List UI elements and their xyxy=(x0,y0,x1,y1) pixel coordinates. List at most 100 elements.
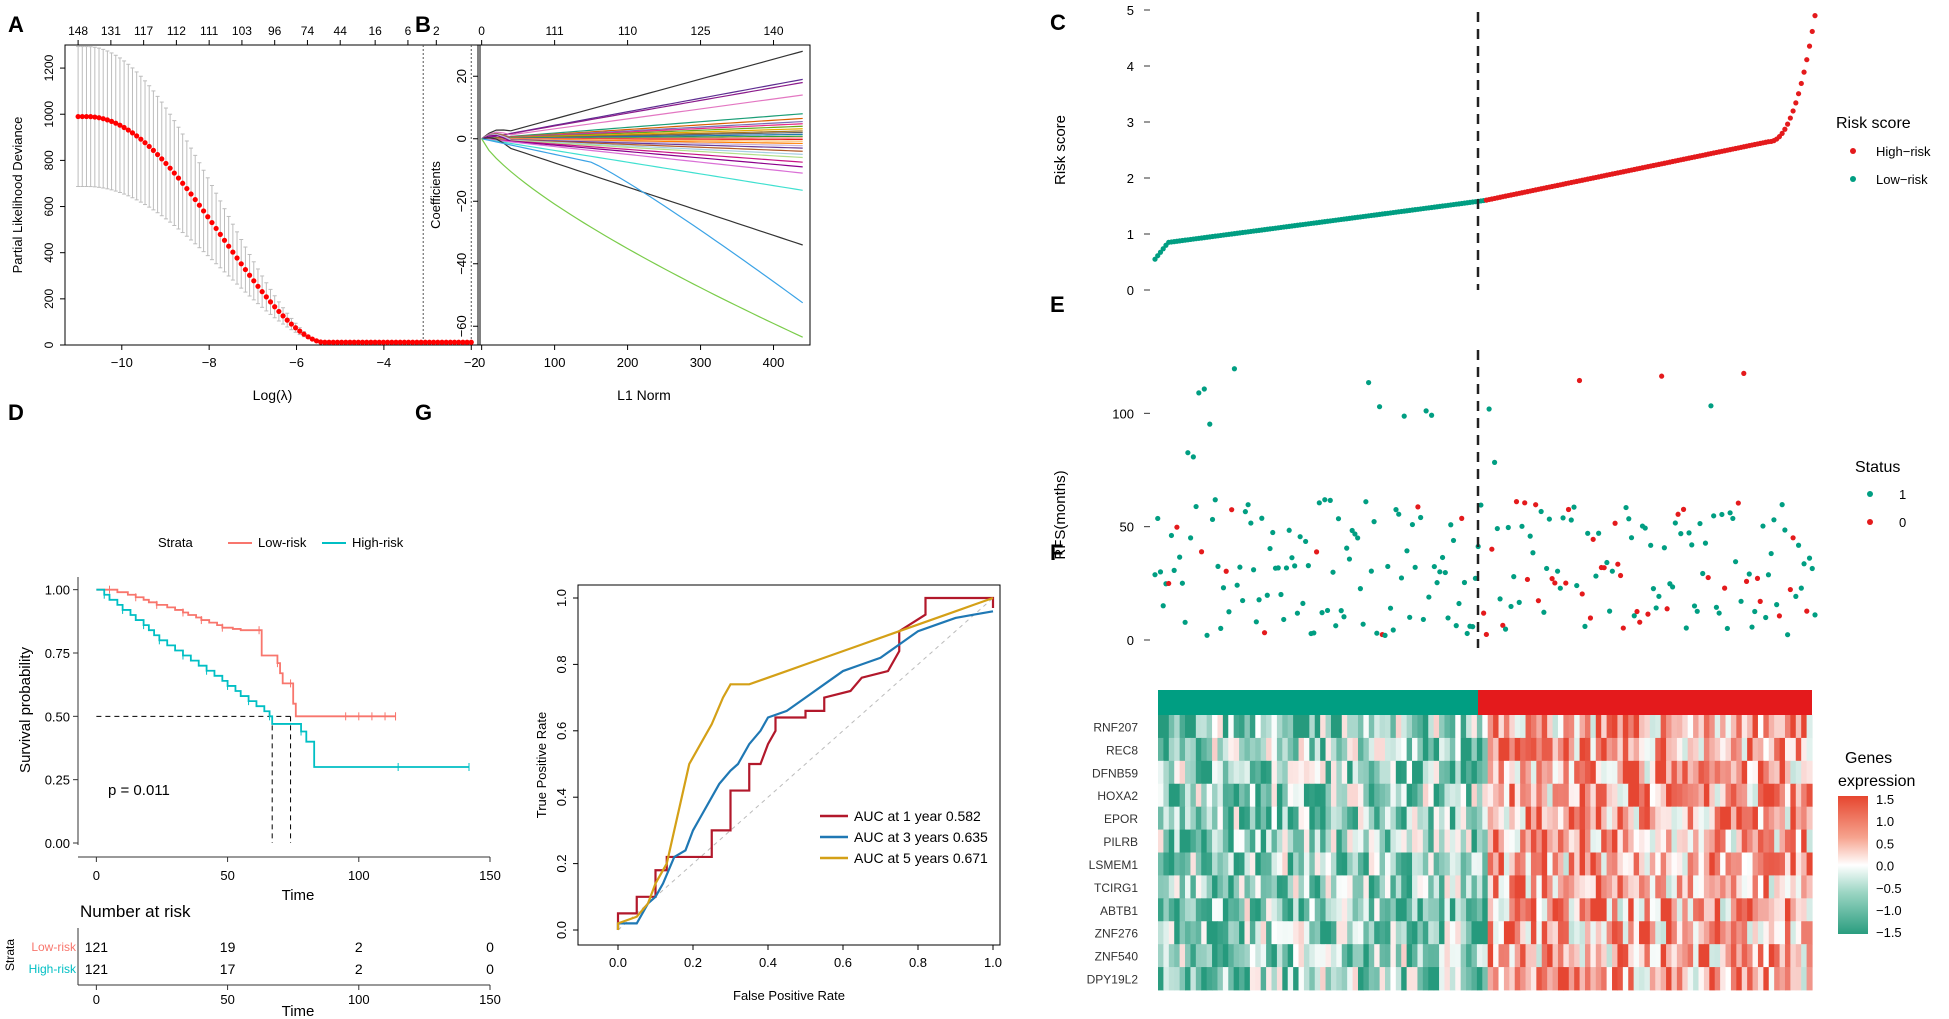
heatmap-cell xyxy=(1174,921,1181,945)
heatmap-cell xyxy=(1768,829,1775,853)
heatmap-cell xyxy=(1720,921,1727,945)
heatmap-cell xyxy=(1190,806,1197,830)
rfs-point xyxy=(1289,555,1295,561)
deviance-point xyxy=(205,214,211,220)
heatmap-cell xyxy=(1633,829,1640,853)
heatmap-cell xyxy=(1336,806,1343,830)
heatmap-cell xyxy=(1201,737,1208,762)
heatmap-cell xyxy=(1741,875,1748,899)
rfs-point xyxy=(1634,608,1640,615)
heatmap-cell xyxy=(1557,806,1564,830)
heatmap-cell xyxy=(1514,806,1521,830)
heatmap-cell xyxy=(1174,875,1181,899)
heatmap-cell xyxy=(1752,783,1759,808)
heatmap-cell xyxy=(1655,852,1662,876)
heatmap-cell xyxy=(1682,715,1689,739)
heatmap-cell xyxy=(1158,944,1165,968)
heatmap-cell xyxy=(1471,829,1478,853)
heatmap-cell xyxy=(1795,829,1802,853)
heatmap-cell xyxy=(1628,783,1635,808)
heatmap-cell xyxy=(1314,921,1321,945)
x-tick-label: −2 xyxy=(464,355,479,370)
heatmap-cell xyxy=(1341,760,1348,785)
heatmap-cell xyxy=(1228,806,1235,830)
heatmap-cell xyxy=(1547,944,1554,968)
heatmap-cell xyxy=(1212,806,1219,830)
heatmap-cell xyxy=(1417,852,1424,876)
heatmap-cell xyxy=(1422,760,1429,785)
heatmap-cell xyxy=(1239,783,1246,808)
heatmap-cell xyxy=(1428,967,1435,991)
top-tick-label: 110 xyxy=(618,24,637,38)
heatmap-cell xyxy=(1520,898,1527,922)
risk-point xyxy=(1157,249,1164,255)
diagonal xyxy=(617,597,994,931)
heatmap-cell xyxy=(1212,715,1219,739)
heatmap-cell xyxy=(1574,852,1581,876)
rfs-point xyxy=(1374,630,1380,636)
heatmap-cell xyxy=(1698,715,1705,739)
heatmap-cell xyxy=(1174,829,1181,853)
heatmap-cell xyxy=(1244,967,1251,991)
heatmap-cell xyxy=(1330,967,1337,991)
heatmap-cell xyxy=(1579,967,1586,991)
heatmap-cell xyxy=(1563,806,1570,830)
heatmap-cell xyxy=(1509,875,1516,899)
deviance-point xyxy=(159,156,165,162)
heatmap-cell xyxy=(1525,967,1532,991)
heatmap-cell xyxy=(1622,783,1629,808)
heatmap-cell xyxy=(1763,783,1770,808)
heatmap-cell xyxy=(1520,806,1527,830)
y-tick-label: −20 xyxy=(454,190,469,212)
heatmap-cell xyxy=(1206,967,1213,991)
heatmap-cell xyxy=(1541,898,1548,922)
rfs-point xyxy=(1215,563,1221,570)
deviance-point xyxy=(451,339,458,345)
heatmap-cell xyxy=(1709,852,1716,876)
heatmap-cell xyxy=(1228,852,1235,876)
panel-label-a: A xyxy=(8,12,24,37)
heatmap-cell xyxy=(1174,852,1181,876)
rfs-point xyxy=(1650,586,1657,592)
deviance-point xyxy=(431,339,437,345)
heatmap-cell xyxy=(1736,852,1743,876)
risk-point xyxy=(1804,57,1810,63)
heatmap-cell xyxy=(1774,852,1781,876)
rfs-point xyxy=(1270,529,1276,536)
heatmap-cell xyxy=(1179,967,1186,991)
heatmap-cell xyxy=(1206,737,1213,762)
heatmap-cell xyxy=(1687,715,1694,739)
heatmap-cell xyxy=(1493,967,1500,991)
heatmap-cell xyxy=(1309,921,1316,945)
rfs-point xyxy=(1782,527,1788,533)
heatmap-cell xyxy=(1217,852,1224,876)
deviance-point xyxy=(389,339,395,345)
heatmap-cell xyxy=(1433,829,1440,853)
heatmap-cell xyxy=(1249,967,1256,991)
heatmap-cell xyxy=(1633,806,1640,830)
heatmap-cell xyxy=(1649,760,1656,785)
heatmap-cell xyxy=(1352,967,1359,991)
heatmap-cell xyxy=(1784,806,1791,830)
heatmap-cell xyxy=(1552,921,1559,945)
heatmap-cell xyxy=(1693,829,1700,853)
y-axis-label: Risk score xyxy=(1052,115,1069,185)
heatmap-cell xyxy=(1341,715,1348,739)
heatmap-cell xyxy=(1428,783,1435,808)
heatmap-cell xyxy=(1471,783,1478,808)
heatmap-cell xyxy=(1385,921,1392,945)
heatmap-cell xyxy=(1412,944,1419,968)
heatmap-cell xyxy=(1460,967,1467,991)
heatmap-cell xyxy=(1228,898,1235,922)
rfs-point xyxy=(1612,520,1618,526)
heatmap-cell xyxy=(1628,875,1635,899)
heatmap-row xyxy=(1158,760,1813,785)
heatmap-cell xyxy=(1660,921,1667,945)
heatmap-cell xyxy=(1330,898,1337,922)
heatmap-cell xyxy=(1449,875,1456,899)
legend-title: Status xyxy=(1855,459,1900,476)
heatmap-cell xyxy=(1509,829,1516,853)
rfs-point xyxy=(1771,517,1777,523)
heatmap-cell xyxy=(1282,737,1289,762)
deviance-point xyxy=(364,339,370,345)
